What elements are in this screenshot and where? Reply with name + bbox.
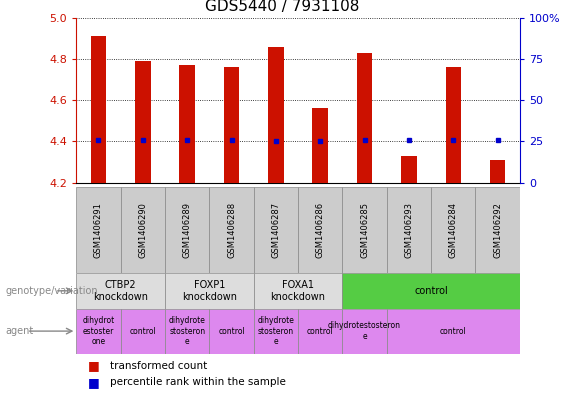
Text: control: control bbox=[218, 327, 245, 336]
Text: agent: agent bbox=[6, 326, 34, 336]
Text: GSM1406289: GSM1406289 bbox=[182, 202, 192, 258]
Bar bbox=[135, 61, 150, 183]
Text: dihydrotestosteron
e: dihydrotestosteron e bbox=[328, 321, 401, 341]
Bar bbox=[76, 309, 121, 354]
Bar bbox=[446, 67, 461, 183]
Text: dihydrote
stosteron
e: dihydrote stosteron e bbox=[169, 316, 206, 346]
Bar bbox=[121, 187, 165, 273]
Text: GSM1406291: GSM1406291 bbox=[94, 202, 103, 258]
Text: GDS5440 / 7931108: GDS5440 / 7931108 bbox=[205, 0, 360, 14]
Bar bbox=[76, 273, 165, 309]
Bar bbox=[342, 273, 520, 309]
Bar bbox=[180, 65, 195, 183]
Text: GSM1406287: GSM1406287 bbox=[271, 202, 280, 258]
Text: dihydrote
stosteron
e: dihydrote stosteron e bbox=[258, 316, 294, 346]
Text: control: control bbox=[440, 327, 467, 336]
Bar bbox=[224, 67, 239, 183]
Bar bbox=[254, 187, 298, 273]
Bar bbox=[387, 309, 520, 354]
Bar bbox=[210, 187, 254, 273]
Bar bbox=[298, 187, 342, 273]
Bar bbox=[254, 273, 342, 309]
Text: ■: ■ bbox=[88, 376, 99, 389]
Text: control: control bbox=[414, 286, 448, 296]
Text: percentile rank within the sample: percentile rank within the sample bbox=[110, 377, 286, 387]
Text: CTBP2
knockdown: CTBP2 knockdown bbox=[93, 280, 148, 301]
Bar bbox=[431, 187, 476, 273]
Bar bbox=[165, 273, 254, 309]
Text: ■: ■ bbox=[88, 359, 99, 372]
Bar bbox=[401, 156, 416, 183]
Text: transformed count: transformed count bbox=[110, 361, 207, 371]
Text: FOXP1
knockdown: FOXP1 knockdown bbox=[182, 280, 237, 301]
Text: GSM1406292: GSM1406292 bbox=[493, 202, 502, 258]
Bar bbox=[210, 309, 254, 354]
Text: control: control bbox=[129, 327, 156, 336]
Bar bbox=[298, 309, 342, 354]
Text: dihydrot
estoster
one: dihydrot estoster one bbox=[82, 316, 115, 346]
Text: control: control bbox=[307, 327, 333, 336]
Bar bbox=[312, 108, 328, 183]
Bar bbox=[476, 187, 520, 273]
Text: genotype/variation: genotype/variation bbox=[6, 286, 98, 296]
Text: GSM1406293: GSM1406293 bbox=[405, 202, 414, 258]
Bar bbox=[254, 309, 298, 354]
Text: GSM1406288: GSM1406288 bbox=[227, 202, 236, 258]
Text: GSM1406286: GSM1406286 bbox=[316, 202, 325, 258]
Bar bbox=[357, 53, 372, 183]
Bar bbox=[387, 187, 431, 273]
Bar bbox=[165, 187, 210, 273]
Text: GSM1406285: GSM1406285 bbox=[360, 202, 369, 258]
Bar bbox=[268, 46, 284, 183]
Bar bbox=[91, 36, 106, 183]
Bar bbox=[165, 309, 210, 354]
Bar bbox=[342, 309, 387, 354]
Bar bbox=[121, 309, 165, 354]
Text: FOXA1
knockdown: FOXA1 knockdown bbox=[271, 280, 325, 301]
Bar bbox=[342, 187, 387, 273]
Bar bbox=[490, 160, 505, 183]
Text: GSM1406284: GSM1406284 bbox=[449, 202, 458, 258]
Text: GSM1406290: GSM1406290 bbox=[138, 202, 147, 258]
Bar bbox=[76, 187, 121, 273]
